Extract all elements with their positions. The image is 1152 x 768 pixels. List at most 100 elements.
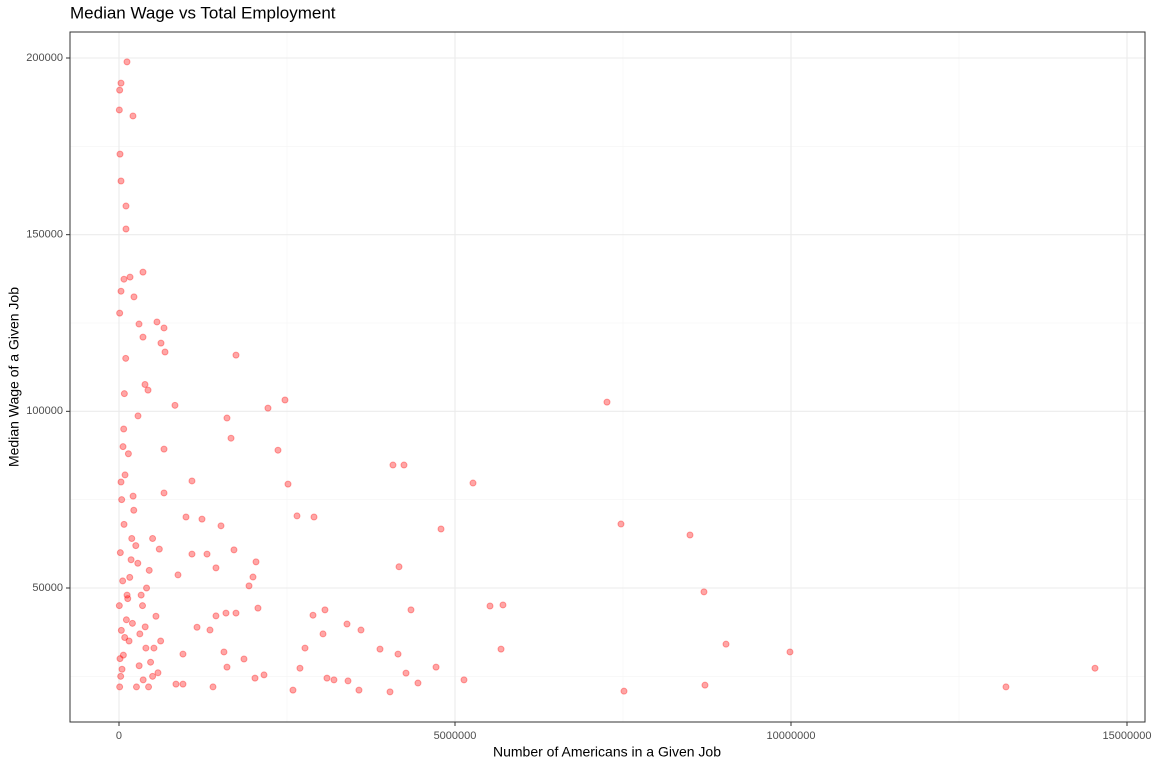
point — [260, 671, 268, 679]
point — [115, 602, 123, 610]
point — [139, 268, 147, 276]
point — [122, 354, 130, 362]
point — [116, 309, 124, 317]
point — [330, 676, 338, 684]
point — [432, 663, 440, 671]
point — [414, 679, 422, 687]
point — [217, 522, 225, 530]
point — [402, 669, 410, 677]
point — [143, 584, 151, 592]
point — [686, 531, 694, 539]
point — [460, 676, 468, 684]
y-tick-label: 100000 — [26, 405, 63, 417]
point — [130, 293, 138, 301]
point — [344, 677, 352, 685]
point — [212, 612, 220, 620]
point — [122, 616, 130, 624]
point — [251, 674, 259, 682]
point — [154, 669, 162, 677]
point — [171, 401, 179, 409]
point — [161, 348, 169, 356]
point — [407, 606, 415, 614]
point — [124, 450, 132, 458]
chart-title: Median Wage vs Total Employment — [70, 3, 336, 22]
point — [389, 461, 397, 469]
point — [117, 79, 125, 87]
point — [121, 633, 129, 641]
point — [400, 461, 408, 469]
point — [116, 86, 124, 94]
point — [1002, 683, 1010, 691]
point — [142, 644, 150, 652]
point — [145, 566, 153, 574]
point — [232, 609, 240, 617]
point — [252, 558, 260, 566]
point — [296, 664, 304, 672]
point — [135, 662, 143, 670]
point — [141, 623, 149, 631]
point — [117, 287, 125, 295]
point — [240, 655, 248, 663]
point — [125, 637, 133, 645]
point — [137, 591, 145, 599]
point — [116, 549, 124, 557]
point — [786, 648, 794, 656]
point — [245, 582, 253, 590]
point — [130, 506, 138, 514]
point — [182, 513, 190, 521]
x-tick-label: 5000000 — [434, 730, 477, 742]
point — [122, 202, 130, 210]
point — [116, 683, 124, 691]
point — [289, 686, 297, 694]
point — [116, 150, 124, 158]
point — [437, 525, 445, 533]
x-axis-title: Number of Americans in a Given Job — [493, 744, 721, 760]
point — [129, 492, 137, 500]
point — [394, 650, 402, 658]
point — [386, 688, 394, 696]
point — [139, 333, 147, 341]
point — [117, 478, 125, 486]
y-tick-label: 150000 — [26, 229, 63, 241]
point — [617, 520, 625, 528]
point — [160, 324, 168, 332]
point — [127, 556, 135, 564]
point — [117, 177, 125, 185]
x-tick-label: 15000000 — [1103, 730, 1152, 742]
point — [118, 496, 126, 504]
y-tick-label: 200000 — [26, 52, 63, 64]
point — [174, 571, 182, 579]
panel-border — [69, 31, 1146, 723]
point — [132, 683, 140, 691]
point — [179, 650, 187, 658]
point — [123, 591, 131, 599]
point — [134, 412, 142, 420]
point — [198, 515, 206, 523]
point — [355, 686, 363, 694]
point — [499, 601, 507, 609]
point — [135, 320, 143, 328]
point — [160, 489, 168, 497]
point — [141, 380, 149, 388]
point — [126, 273, 134, 281]
point — [136, 630, 144, 638]
point — [117, 626, 125, 634]
y-tick-label: 50000 — [32, 582, 63, 594]
point — [193, 623, 201, 631]
y-axis-title: Median Wage of a Given Job — [6, 287, 22, 467]
point — [119, 577, 127, 585]
point — [126, 573, 134, 581]
point — [220, 648, 228, 656]
point — [122, 225, 130, 233]
point — [1091, 664, 1099, 672]
point — [209, 683, 217, 691]
point — [357, 626, 365, 634]
point — [249, 573, 257, 581]
point — [139, 602, 147, 610]
point — [147, 658, 155, 666]
point — [117, 672, 125, 680]
point — [149, 535, 157, 543]
point — [497, 645, 505, 653]
point — [469, 479, 477, 487]
point — [160, 445, 168, 453]
